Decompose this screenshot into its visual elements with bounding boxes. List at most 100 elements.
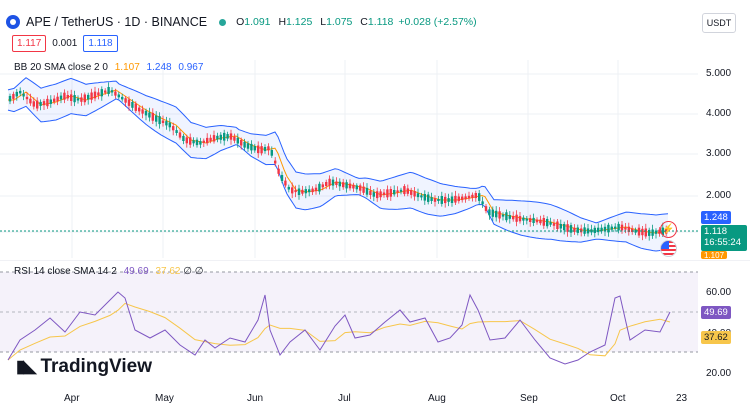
candle-body	[590, 229, 593, 233]
candle-body	[420, 195, 423, 198]
symbol-icon	[6, 15, 20, 29]
candle-body	[206, 137, 209, 144]
tradingview-logo[interactable]: ▮◣ TradingView	[16, 356, 152, 378]
candle-body	[8, 96, 12, 102]
candle-body	[345, 182, 348, 189]
candle-body	[362, 186, 365, 193]
rsi-value: 49.69	[123, 266, 149, 277]
candle-body	[566, 224, 569, 232]
bb-legend[interactable]: BB 20 SMA close 2 0 1.107 1.248 0.967	[14, 62, 203, 73]
candle-body	[359, 185, 362, 191]
sell-button[interactable]: 1.117	[12, 35, 47, 52]
candle-body	[165, 121, 168, 126]
rsi-axis-label: 20.00	[706, 368, 732, 379]
candle-body	[522, 217, 525, 221]
bb-upper-value: 1.248	[146, 62, 172, 73]
bb-basis-value: 1.107	[114, 62, 140, 73]
symbol-header[interactable]: APE / TetherUS · 1D · BINANCE O1.091 H1.…	[6, 12, 477, 32]
candle-body	[301, 189, 304, 194]
candle-body	[76, 98, 80, 101]
candle-body	[549, 222, 552, 225]
rsi-line	[7, 291, 671, 365]
candle-body	[437, 199, 440, 201]
price-pane[interactable]	[0, 0, 750, 258]
time-axis-label: Jun	[247, 393, 264, 404]
candle-body	[226, 134, 229, 139]
price-axis-label: 4.000	[706, 108, 732, 119]
candle-body	[593, 227, 596, 233]
candle-body	[148, 112, 151, 118]
candle-body	[121, 96, 124, 100]
candle-body	[15, 91, 18, 97]
candle-body	[658, 229, 661, 234]
candle-body	[49, 99, 52, 104]
candle-body	[563, 224, 566, 231]
candle-body	[29, 98, 32, 104]
currency-button[interactable]: USDT	[702, 13, 736, 33]
rsi-sma-line	[7, 302, 671, 361]
candle-body	[603, 226, 607, 232]
candle-body	[427, 194, 430, 202]
brand-name: TradingView	[40, 356, 153, 377]
candle-body	[321, 184, 324, 188]
candle-body	[382, 192, 386, 195]
candle-body	[627, 226, 630, 232]
candle-body	[216, 135, 219, 140]
candle-body	[80, 97, 83, 102]
candle-body	[450, 196, 454, 203]
candle-body	[168, 122, 171, 128]
price-axis-label: 2.000	[706, 190, 732, 201]
candle-body	[104, 90, 107, 93]
candle-body	[144, 110, 148, 116]
candle-body	[637, 227, 641, 236]
candle-body	[22, 93, 25, 97]
candle-body	[600, 227, 603, 232]
bb-fill	[8, 77, 668, 251]
candle-body	[518, 216, 522, 222]
candle-body	[648, 229, 651, 236]
alert-bolt-icon[interactable]: ⚡	[660, 221, 677, 238]
candle-body	[433, 198, 437, 202]
candle-body	[90, 92, 93, 100]
rsi-sma-value: 37.62	[155, 266, 181, 277]
candle-body	[19, 90, 22, 94]
candle-body	[134, 103, 137, 111]
bb-label: BB 20 SMA close 2 0	[14, 62, 108, 73]
candle-body	[474, 193, 477, 199]
candle-body	[573, 227, 576, 232]
rsi-legend[interactable]: RSI 14 close SMA 14 2 49.69 37.62 ∅ ∅	[14, 266, 203, 277]
candle-body	[654, 230, 658, 234]
candle-body	[124, 98, 127, 103]
candle-body	[233, 136, 236, 141]
candle-body	[607, 224, 610, 233]
candle-body	[46, 98, 49, 107]
candle-body	[325, 182, 328, 186]
candle-body	[178, 132, 182, 138]
candle-body	[110, 90, 114, 93]
candle-body	[291, 187, 294, 194]
candle-body	[12, 93, 15, 99]
candle-body	[270, 150, 273, 156]
candle-body	[73, 95, 76, 103]
candle-body	[546, 219, 549, 227]
candle-body	[97, 92, 100, 96]
symbol-title[interactable]: APE / TetherUS · 1D · BINANCE	[26, 15, 208, 29]
buy-button[interactable]: 1.118	[83, 35, 118, 52]
candle-body	[212, 135, 216, 142]
candle-body	[498, 211, 501, 219]
candle-body	[525, 218, 528, 221]
candle-body	[155, 115, 158, 122]
candle-body	[253, 146, 256, 151]
candle-body	[416, 193, 420, 198]
us-flag-icon[interactable]	[660, 240, 677, 257]
candle-body	[515, 214, 518, 222]
candle-body	[580, 228, 583, 233]
candle-body	[342, 182, 345, 188]
candle-body	[376, 191, 379, 199]
candle-body	[430, 197, 433, 201]
candle-body	[559, 224, 562, 229]
candle-body	[219, 134, 222, 140]
time-axis-label: Oct	[610, 393, 626, 404]
rsi-pane[interactable]	[0, 260, 750, 390]
